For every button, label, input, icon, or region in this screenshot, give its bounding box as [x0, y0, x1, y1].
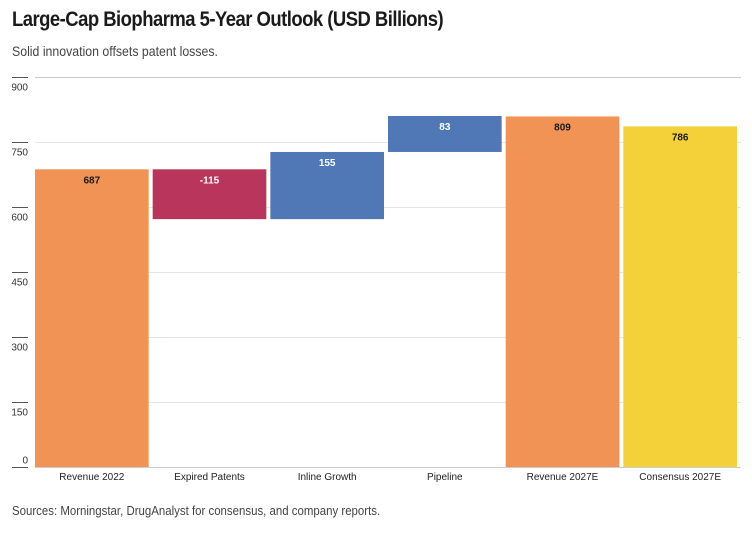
bar-group: -115	[152, 169, 267, 220]
bar	[388, 116, 502, 152]
x-tick-label: Inline Growth	[298, 472, 357, 483]
data-label: 786	[672, 132, 689, 143]
bar	[35, 169, 149, 468]
bar-group: 83	[388, 116, 502, 152]
bar	[152, 169, 267, 220]
bars: 687 -115 155 83 809 786	[35, 116, 737, 468]
y-tick-label: 150	[11, 408, 28, 419]
waterfall-chart: 0 150 300 450 600 750 900 687 -115 155 83 809 786 R…	[11, 77, 741, 483]
y-tick-label: 450	[11, 278, 28, 289]
data-label: 687	[83, 175, 100, 186]
x-tick-label: Revenue 2022	[59, 472, 124, 483]
bar-group: 155	[270, 151, 384, 220]
chart-subtitle: Solid innovation offsets patent losses.	[12, 43, 218, 59]
bar	[270, 151, 384, 220]
y-tick-label: 300	[11, 343, 28, 354]
data-label: 83	[439, 122, 451, 133]
x-axis: Revenue 2022 Expired Patents Inline Growth…	[35, 467, 741, 483]
bar-group: 786	[623, 126, 737, 468]
bar	[505, 116, 620, 467]
y-tick-label: 750	[11, 148, 28, 159]
y-tick-label: 900	[11, 83, 28, 94]
x-tick-label: Expired Patents	[174, 472, 245, 483]
bar-group: 687	[35, 169, 149, 468]
x-tick-label: Consensus 2027E	[639, 472, 721, 483]
chart-source: Sources: Morningstar, DrugAnalyst for co…	[12, 503, 381, 518]
bar	[623, 126, 737, 468]
data-label: -115	[200, 175, 220, 186]
y-axis: 0 150 300 450 600 750 900	[11, 77, 28, 468]
y-tick-label: 600	[11, 213, 28, 224]
x-tick-label: Revenue 2027E	[527, 472, 599, 483]
y-tick-label: 0	[22, 456, 28, 467]
chart-title: Large-Cap Biopharma 5-Year Outlook (USD …	[12, 8, 444, 31]
x-tick-label: Pipeline	[427, 472, 463, 483]
bar-group: 809	[505, 116, 620, 467]
data-label: 155	[319, 158, 336, 169]
data-label: 809	[554, 122, 571, 133]
